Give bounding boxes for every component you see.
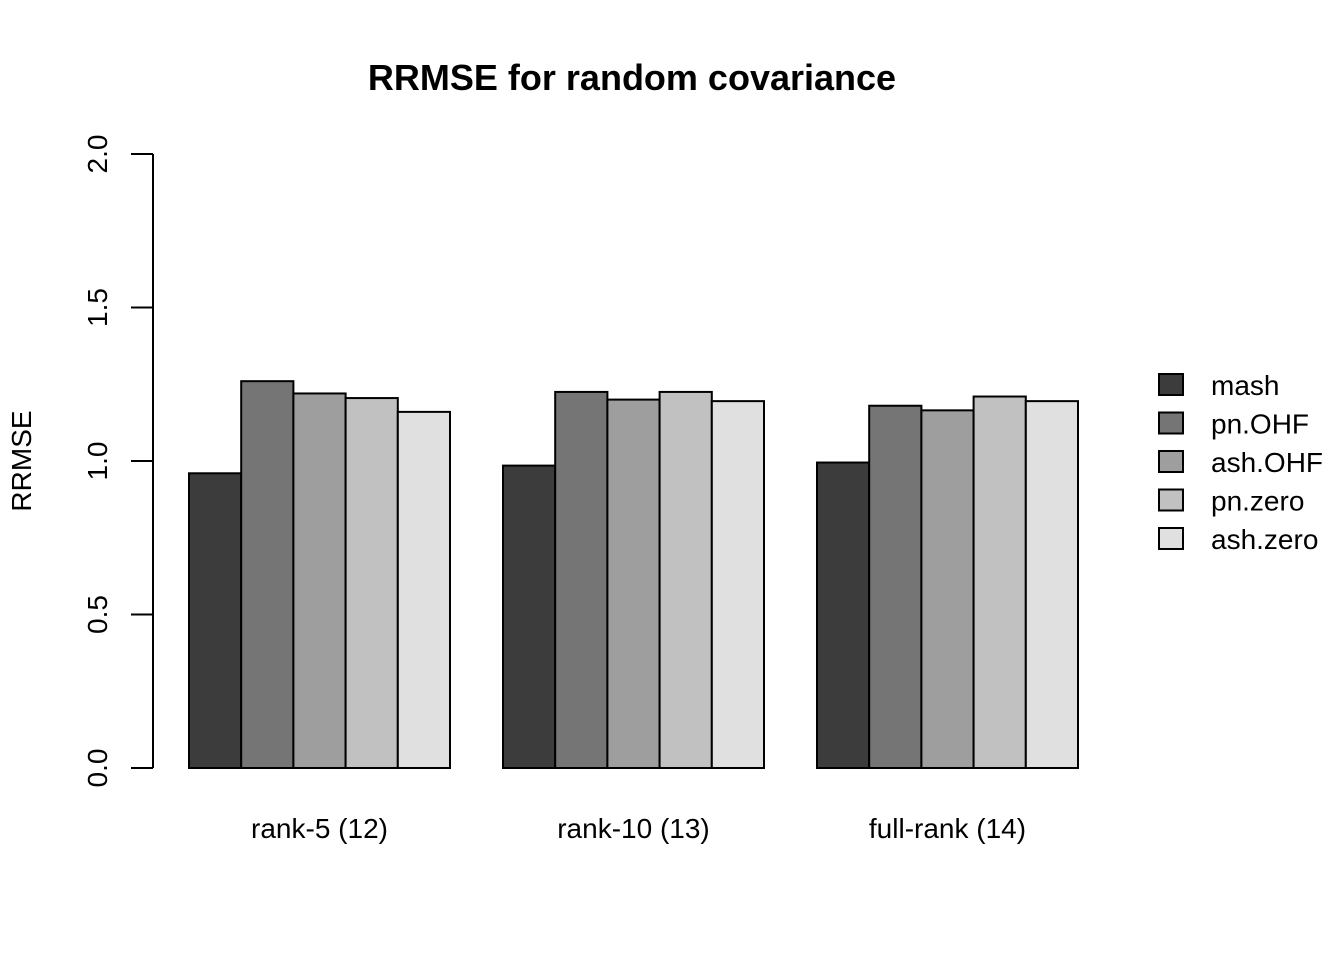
- legend-swatch: [1158, 527, 1184, 550]
- chart-title: RRMSE for random covariance: [368, 57, 896, 98]
- bar-mash: [816, 461, 871, 769]
- bar-ash-OHF: [920, 409, 975, 769]
- bar-ash-OHF: [606, 398, 661, 769]
- bar-mash: [188, 472, 243, 769]
- bar-ash-zero: [710, 400, 765, 769]
- bar-pn-OHF: [554, 390, 609, 769]
- y-axis-label: RRMSE: [6, 410, 37, 511]
- legend-swatch: [1158, 411, 1184, 435]
- x-tick-label: rank-5 (12): [251, 813, 388, 844]
- x-axis-labels: rank-5 (12) rank-10 (13) full-rank (14): [251, 813, 1026, 844]
- bars-group: [188, 380, 1080, 769]
- bar-ash-OHF: [292, 392, 347, 769]
- bar-mash: [502, 464, 557, 769]
- y-tick-label: 0.5: [82, 595, 113, 634]
- legend-swatch: [1158, 373, 1184, 396]
- bar-pn-zero: [658, 390, 713, 769]
- bar-pn-OHF: [868, 404, 923, 769]
- legend-label: pn.OHF: [1211, 409, 1309, 440]
- legend-label: mash: [1211, 370, 1279, 401]
- y-tick-label: 0.0: [82, 749, 113, 788]
- legend: mash pn.OHF ash.OHF pn.zero ash.zero: [1158, 370, 1323, 555]
- legend-label: ash.zero: [1211, 524, 1318, 555]
- bar-pn-OHF: [240, 380, 295, 769]
- legend-swatch: [1158, 488, 1184, 512]
- y-axis: 0.0 0.5 1.0 1.5 2.0: [82, 135, 154, 788]
- y-tick-label: 2.0: [82, 135, 113, 174]
- bar-pn-zero: [972, 395, 1027, 769]
- y-tick-label: 1.0: [82, 442, 113, 481]
- legend-swatch: [1158, 450, 1184, 473]
- bar-ash-zero: [1024, 400, 1080, 769]
- legend-label: pn.zero: [1211, 486, 1304, 517]
- bar-pn-zero: [344, 397, 399, 769]
- y-tick-label: 1.5: [82, 288, 113, 327]
- legend-label: ash.OHF: [1211, 447, 1323, 478]
- x-tick-label: rank-10 (13): [557, 813, 710, 844]
- x-tick-label: full-rank (14): [869, 813, 1026, 844]
- bar-ash-zero: [396, 410, 451, 769]
